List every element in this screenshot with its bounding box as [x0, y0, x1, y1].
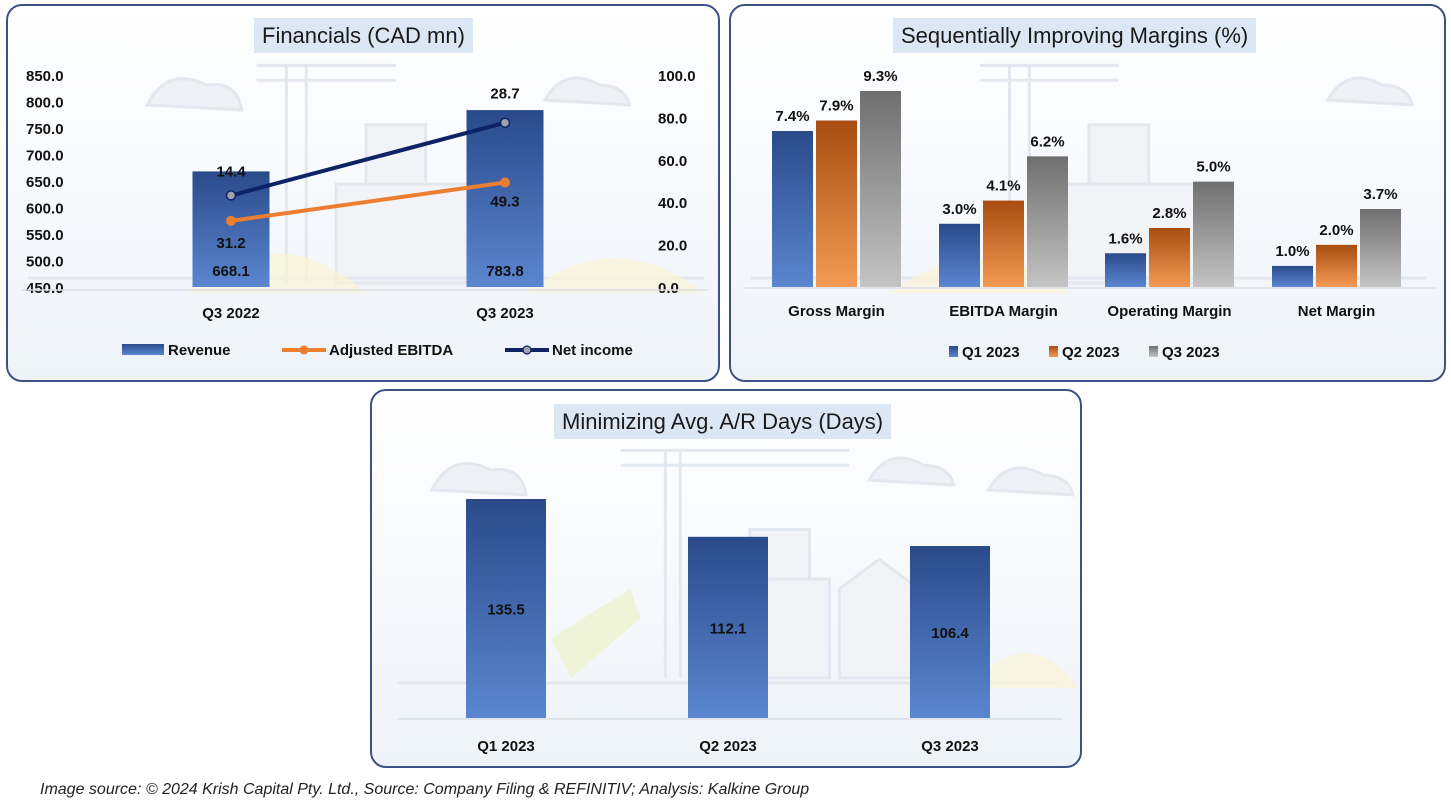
- margin-bar: [816, 120, 857, 288]
- margin-bar: [1027, 156, 1068, 287]
- margins-panel: Sequentially Improving Margins (%) 7.4% 7…: [729, 4, 1446, 382]
- margin-bar: [1360, 209, 1401, 287]
- left-axis-tick-label: 550.0: [26, 227, 64, 244]
- legend-revenue-label: Revenue: [168, 342, 231, 359]
- margin-bar: [1316, 244, 1357, 287]
- image-source-caption: Image source: © 2024 Krish Capital Pty. …: [40, 781, 810, 798]
- financials-chart: 850.0 800.0 750.0 700.0 650.0 600.0 550.0 500.0…: [22, 68, 708, 359]
- margin-bar: [1105, 253, 1146, 287]
- x-axis-category-label: Q2 2023: [699, 738, 757, 755]
- margin-data-label: 2.0%: [1319, 222, 1353, 239]
- net-income-marker: [499, 117, 511, 128]
- right-axis-tick-label: 80.0: [658, 110, 687, 127]
- ar-days-bar: [910, 546, 990, 718]
- margins-chart: 7.4% 7.9% 9.3% Gross Margin 3.0% 4.1% 6.2% EBIT…: [745, 68, 1436, 361]
- revenue-data-label: 783.8: [486, 263, 524, 280]
- legend-net-income-label: Net income: [552, 342, 633, 359]
- legend-revenue-swatch: [122, 344, 164, 355]
- left-axis-tick-label: 650.0: [26, 174, 64, 191]
- ar-days-data-label: 106.4: [931, 625, 969, 642]
- x-axis-category-label: Q1 2023: [477, 738, 535, 755]
- revenue-bar: [466, 110, 544, 287]
- legend-label: Q1 2023: [962, 344, 1020, 361]
- net-income-data-label: 14.4: [216, 163, 246, 180]
- x-axis-category-label: Q3 2022: [202, 305, 260, 322]
- margin-data-label: 4.1%: [986, 178, 1020, 195]
- legend-swatch: [1149, 346, 1158, 357]
- legend-swatch: [949, 346, 958, 357]
- margin-data-label: 9.3%: [863, 68, 897, 85]
- margin-data-label: 3.7%: [1363, 186, 1397, 203]
- margin-data-label: 1.0%: [1275, 243, 1309, 260]
- left-axis-tick-label: 450.0: [26, 280, 64, 297]
- ebitda-marker: [500, 177, 510, 188]
- margin-bar: [939, 223, 980, 287]
- revenue-data-label: 668.1: [212, 263, 250, 280]
- margin-data-label: 7.4%: [775, 108, 809, 125]
- ar-days-data-label: 112.1: [710, 620, 747, 637]
- right-axis-tick-label: 100.0: [658, 68, 696, 85]
- left-axis-tick-label: 750.0: [26, 121, 64, 138]
- left-axis-tick-label: 850.0: [26, 68, 64, 85]
- x-axis-category-label: Operating Margin: [1107, 303, 1231, 320]
- left-axis-tick-label: 800.0: [26, 95, 64, 112]
- chart-title: Financials (CAD mn): [254, 18, 473, 53]
- legend-label: Q2 2023: [1062, 344, 1120, 361]
- margin-data-label: 6.2%: [1030, 133, 1064, 150]
- chart-title: Minimizing Avg. A/R Days (Days): [554, 404, 892, 439]
- net-income-marker: [225, 190, 237, 201]
- left-axis-tick-label: 500.0: [26, 254, 64, 271]
- margin-data-label: 5.0%: [1196, 159, 1230, 176]
- ar-days-bar: [466, 499, 546, 718]
- x-axis-category-label: Q3 2023: [921, 738, 979, 755]
- margin-data-label: 7.9%: [819, 98, 853, 115]
- left-axis-tick-label: 600.0: [26, 201, 64, 218]
- x-axis-category-label: EBITDA Margin: [949, 303, 1058, 320]
- chart-title: Sequentially Improving Margins (%): [893, 18, 1257, 53]
- margin-bar: [983, 200, 1024, 287]
- ebitda-marker: [226, 215, 236, 226]
- net-income-data-label: 28.7: [490, 86, 519, 103]
- legend-label: Q3 2023: [1162, 344, 1220, 361]
- legend-net-income-marker: [522, 345, 532, 355]
- ar-days-data-label: 135.5: [487, 602, 525, 619]
- margin-bar: [1272, 265, 1313, 287]
- ar-days-chart: 135.5 Q1 2023 112.1 Q2 2023 106.4 Q3 2023: [397, 499, 1062, 755]
- ar-days-bar: [688, 536, 768, 718]
- legend-ebitda-marker: [299, 345, 309, 355]
- right-axis-tick-label: 40.0: [658, 195, 687, 212]
- ar-days-panel: Minimizing Avg. A/R Days (Days) 135.5 Q1 …: [370, 389, 1082, 768]
- ebitda-line: [230, 180, 506, 223]
- x-axis-category-label: Net Margin: [1298, 303, 1376, 320]
- left-axis-tick-label: 700.0: [26, 148, 64, 165]
- right-axis-tick-label: 60.0: [658, 153, 687, 170]
- net-income-line: [230, 120, 506, 198]
- margin-bar: [1193, 181, 1234, 287]
- x-axis-category-label: Gross Margin: [788, 303, 885, 320]
- ebitda-data-label: 49.3: [490, 193, 519, 210]
- right-axis-tick-label: 0.0: [658, 280, 679, 297]
- x-axis-category-label: Q3 2023: [476, 305, 534, 322]
- margin-bar: [860, 91, 901, 287]
- financials-panel: Financials (CAD mn) 850.0 800.0 750.0 700.0…: [6, 4, 720, 382]
- margin-data-label: 1.6%: [1108, 230, 1142, 247]
- legend-ebitda-label: Adjusted EBITDA: [329, 342, 453, 359]
- ebitda-data-label: 31.2: [216, 235, 245, 252]
- margin-bar: [1149, 227, 1190, 287]
- margin-bar: [772, 131, 813, 287]
- margin-data-label: 3.0%: [942, 201, 976, 218]
- right-axis-tick-label: 20.0: [658, 238, 687, 255]
- legend-swatch: [1049, 346, 1058, 357]
- margin-data-label: 2.8%: [1152, 205, 1186, 222]
